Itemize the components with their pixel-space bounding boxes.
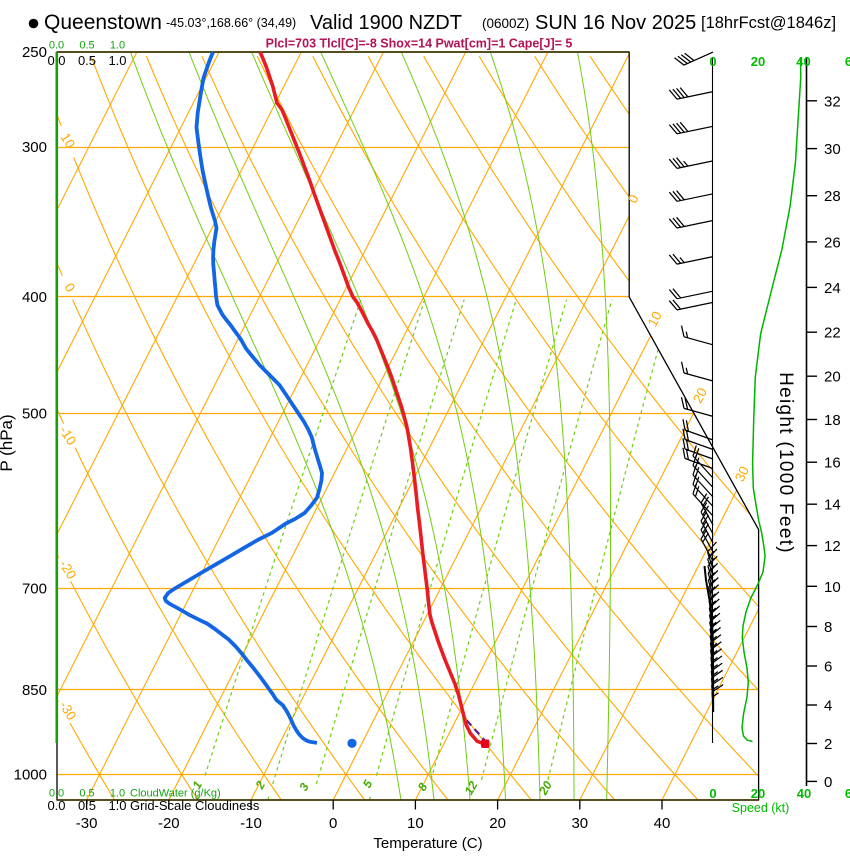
svg-text:20: 20 bbox=[690, 385, 710, 405]
svg-text:Plcl=703 Tlcl[C]=-8 Shox=14 Pw: Plcl=703 Tlcl[C]=-8 Shox=14 Pwat[cm]=1 C… bbox=[266, 37, 573, 51]
svg-text:26: 26 bbox=[824, 234, 841, 251]
svg-text:0.0: 0.0 bbox=[49, 40, 64, 52]
svg-text:8: 8 bbox=[824, 619, 832, 636]
svg-text:40: 40 bbox=[796, 54, 810, 69]
svg-text:30: 30 bbox=[732, 464, 752, 484]
svg-text:0.5: 0.5 bbox=[78, 798, 96, 813]
svg-text:0.0: 0.0 bbox=[49, 788, 64, 800]
svg-text:10: 10 bbox=[57, 130, 78, 151]
svg-text:-10: -10 bbox=[240, 815, 262, 832]
svg-text:32: 32 bbox=[824, 93, 841, 110]
svg-text:40: 40 bbox=[797, 786, 811, 801]
svg-text:1000: 1000 bbox=[14, 767, 47, 784]
svg-text:850: 850 bbox=[22, 682, 47, 699]
svg-text:250: 250 bbox=[22, 44, 47, 61]
svg-text:Queenstown: Queenstown bbox=[44, 11, 162, 34]
svg-text:20: 20 bbox=[751, 54, 765, 69]
svg-text:30: 30 bbox=[571, 815, 588, 832]
svg-text:6: 6 bbox=[824, 659, 832, 676]
svg-text:0: 0 bbox=[709, 54, 716, 69]
svg-text:20: 20 bbox=[536, 778, 555, 798]
svg-text:SUN 16 Nov 2025: SUN 16 Nov 2025 bbox=[535, 12, 696, 34]
svg-text:12: 12 bbox=[824, 538, 841, 555]
svg-text:1.0: 1.0 bbox=[108, 798, 126, 813]
svg-text:700: 700 bbox=[22, 581, 47, 598]
svg-text:1.0: 1.0 bbox=[108, 53, 126, 68]
svg-text:20: 20 bbox=[751, 786, 765, 801]
svg-text:400: 400 bbox=[22, 289, 47, 306]
svg-text:0: 0 bbox=[824, 774, 832, 791]
svg-text:Speed (kt): Speed (kt) bbox=[732, 801, 790, 815]
svg-text:1.0: 1.0 bbox=[110, 788, 125, 800]
svg-text:-30: -30 bbox=[76, 815, 98, 832]
svg-text:P (hPa): P (hPa) bbox=[0, 414, 16, 471]
svg-text:300: 300 bbox=[22, 139, 47, 156]
svg-text:30: 30 bbox=[824, 141, 841, 158]
svg-text:0.5: 0.5 bbox=[78, 53, 96, 68]
svg-text:2: 2 bbox=[824, 736, 832, 753]
svg-text:10: 10 bbox=[407, 815, 424, 832]
svg-text:Height (1000 Feet): Height (1000 Feet) bbox=[775, 372, 796, 554]
svg-text:-45.03°,168.66° (34,49): -45.03°,168.66° (34,49) bbox=[166, 16, 296, 30]
svg-text:18: 18 bbox=[824, 412, 841, 429]
svg-text:40: 40 bbox=[654, 815, 671, 832]
svg-text:[18hrFcst@1846z]: [18hrFcst@1846z] bbox=[701, 14, 836, 32]
svg-text:0.5: 0.5 bbox=[79, 40, 94, 52]
svg-text:28: 28 bbox=[824, 188, 841, 205]
svg-text:12: 12 bbox=[462, 778, 481, 797]
svg-text:10: 10 bbox=[824, 579, 841, 596]
svg-text:0.0: 0.0 bbox=[47, 798, 65, 813]
svg-text:14: 14 bbox=[824, 497, 841, 514]
svg-text:CloudWater (g/Kg): CloudWater (g/Kg) bbox=[130, 788, 221, 800]
svg-text:1.0: 1.0 bbox=[110, 40, 125, 52]
svg-text:24: 24 bbox=[824, 280, 841, 297]
svg-text:Temperature (C): Temperature (C) bbox=[373, 835, 482, 852]
svg-text:6: 6 bbox=[845, 786, 850, 801]
svg-text:22: 22 bbox=[824, 325, 841, 342]
svg-text:0: 0 bbox=[709, 786, 716, 801]
svg-text:0: 0 bbox=[329, 815, 337, 832]
svg-text:20: 20 bbox=[489, 815, 506, 832]
svg-text:Valid 1900 NZDT: Valid 1900 NZDT bbox=[310, 12, 462, 34]
svg-text:6: 6 bbox=[845, 54, 850, 69]
svg-text:20: 20 bbox=[824, 369, 841, 386]
svg-text:(0600Z): (0600Z) bbox=[482, 16, 529, 31]
svg-text:10: 10 bbox=[645, 309, 665, 329]
svg-text:500: 500 bbox=[22, 405, 47, 422]
svg-text:0.5: 0.5 bbox=[79, 788, 94, 800]
svg-text:Grid-Scale Cloudiness: Grid-Scale Cloudiness bbox=[130, 798, 260, 813]
svg-text:-20: -20 bbox=[158, 815, 180, 832]
svg-text:16: 16 bbox=[824, 455, 841, 472]
svg-text:4: 4 bbox=[824, 698, 832, 715]
